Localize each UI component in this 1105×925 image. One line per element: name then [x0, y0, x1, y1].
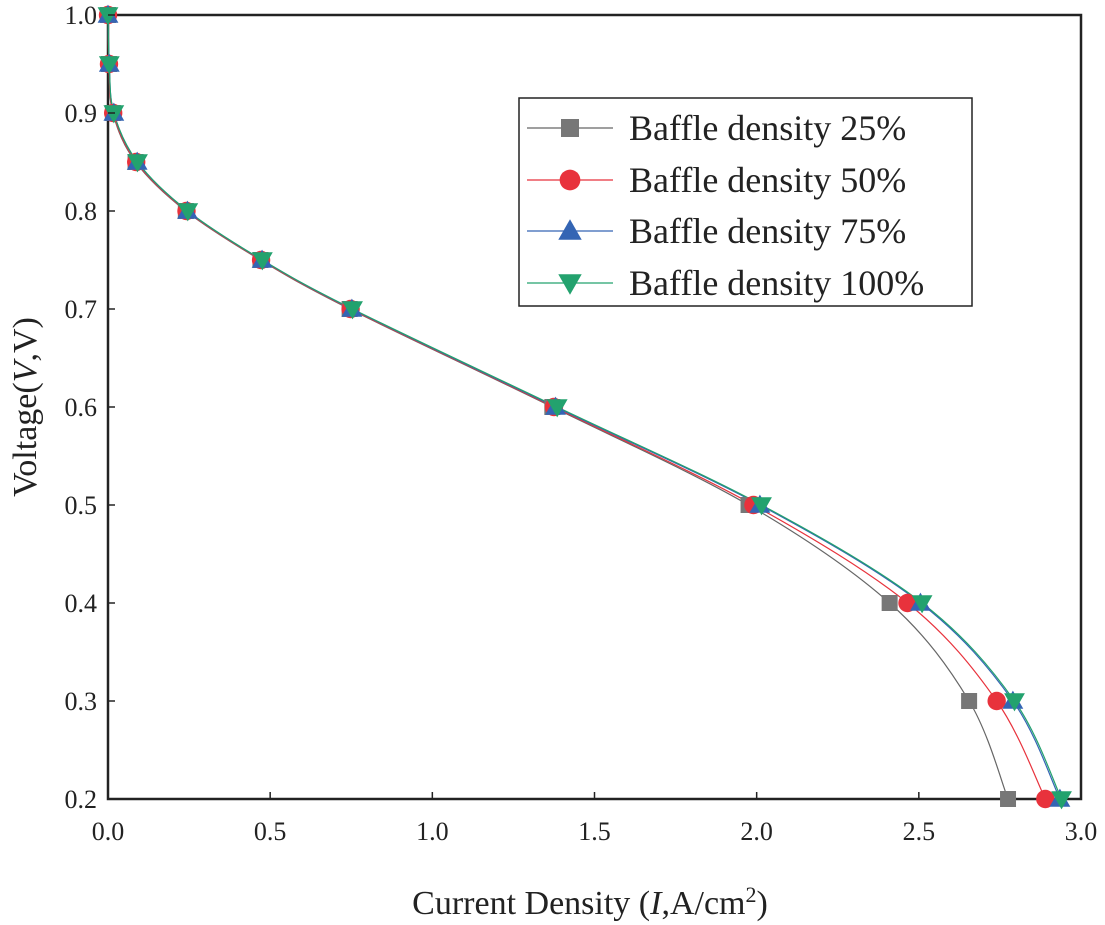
x-tick-label: 1.0 [416, 817, 449, 846]
data-point-square [1000, 791, 1017, 807]
x-tick-label: 0.5 [254, 817, 287, 846]
data-point-square [881, 595, 898, 611]
x-axis-title: Current Density (I,A/cm2) [412, 882, 768, 923]
data-point-triangle-down [911, 595, 933, 614]
data-point-triangle-down [251, 252, 273, 271]
legend-item-50: Baffle density 50% [527, 160, 906, 200]
data-point-triangle-down [103, 105, 125, 124]
legend-marker-square [561, 119, 579, 137]
x-tick-label: 2.0 [740, 817, 773, 846]
y-tick-label: 0.3 [65, 687, 98, 716]
y-tick-label: 0.4 [65, 589, 98, 618]
x-tick-label: 3.0 [1065, 817, 1098, 846]
y-tick-label: 1.0 [65, 1, 98, 30]
y-tick-label: 0.6 [65, 393, 98, 422]
y-axis-title: Voltage(V,V) [7, 317, 44, 497]
legend: Baffle density 25% Baffle density 50% Ba… [518, 97, 973, 307]
legend-symbol-triangle-up [558, 219, 582, 240]
series-line-4 [107, 14, 1063, 800]
data-point-square [961, 693, 978, 709]
y-tick-label: 0.5 [65, 491, 98, 520]
legend-item-25: Baffle density 25% [527, 108, 906, 148]
series-layer [97, 4, 1072, 810]
data-point-triangle-down [127, 154, 148, 173]
y-tick-label: 0.2 [65, 785, 98, 814]
legend-marker-triangle-up [558, 219, 582, 240]
data-point-circle [1036, 789, 1055, 809]
data-point-triangle-down [1004, 693, 1025, 712]
data-point-triangle-down [1051, 791, 1072, 810]
data-point-triangle-down [97, 7, 119, 26]
data-point-triangle-down [98, 56, 120, 75]
legend-item-100: Baffle density 100% [527, 263, 924, 303]
legend-label-100: Baffle density 100% [629, 263, 924, 303]
legend-marker-triangle-down [558, 274, 582, 295]
y-tick-label: 0.7 [65, 295, 98, 324]
data-point-triangle-down [177, 203, 199, 222]
x-tick-label: 2.5 [903, 817, 936, 846]
legend-box [518, 97, 973, 307]
legend-symbol-circle [559, 169, 581, 191]
legend-symbol-square [561, 119, 579, 137]
tick-layer: 0.0 0.5 1.0 1.5 2.0 2.5 3.0 0.2 0.3 0.4 0.5 0.6 0.7 0… [65, 1, 1098, 846]
legend-marker-circle [559, 169, 581, 191]
x-tick-label: 0.0 [92, 817, 125, 846]
data-point-triangle-down [751, 497, 772, 516]
legend-item-75: Baffle density 75% [527, 211, 906, 251]
y-tick-label: 0.9 [65, 99, 98, 128]
legend-symbol-triangle-down [558, 274, 582, 295]
data-point-triangle-down [342, 301, 363, 320]
legend-label-25: Baffle density 25% [629, 108, 906, 148]
data-point-triangle-down [546, 399, 568, 418]
legend-label-50: Baffle density 50% [629, 160, 906, 200]
data-point-circle [987, 691, 1006, 711]
x-tick-label: 1.5 [578, 817, 611, 846]
legend-label-75: Baffle density 75% [629, 211, 906, 251]
y-tick-label: 0.8 [65, 197, 98, 226]
